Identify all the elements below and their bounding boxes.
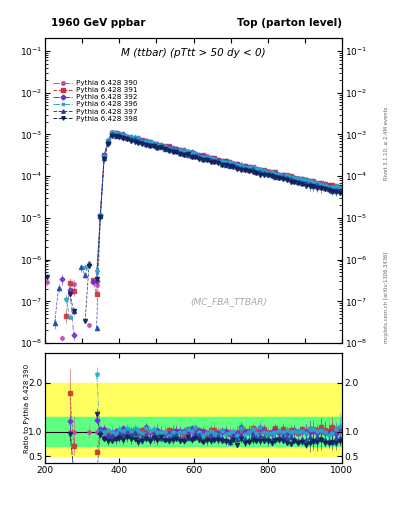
Legend: Pythia 6.428 390, Pythia 6.428 391, Pythia 6.428 392, Pythia 6.428 396, Pythia 6: Pythia 6.428 390, Pythia 6.428 391, Pyth… [52, 78, 139, 123]
Y-axis label: Ratio to Pythia 6.428 390: Ratio to Pythia 6.428 390 [24, 364, 29, 453]
Text: M (ttbar) (pTtt > 50 dy < 0): M (ttbar) (pTtt > 50 dy < 0) [121, 48, 266, 57]
Text: (MC_FBA_TTBAR): (MC_FBA_TTBAR) [191, 297, 268, 307]
Text: Rivet 3.1.10, ≥ 2.4M events: Rivet 3.1.10, ≥ 2.4M events [384, 106, 389, 180]
Text: Top (parton level): Top (parton level) [237, 18, 342, 28]
Text: 1960 GeV ppbar: 1960 GeV ppbar [51, 18, 145, 28]
Text: mcplots.cern.ch [arXiv:1306.3436]: mcplots.cern.ch [arXiv:1306.3436] [384, 251, 389, 343]
